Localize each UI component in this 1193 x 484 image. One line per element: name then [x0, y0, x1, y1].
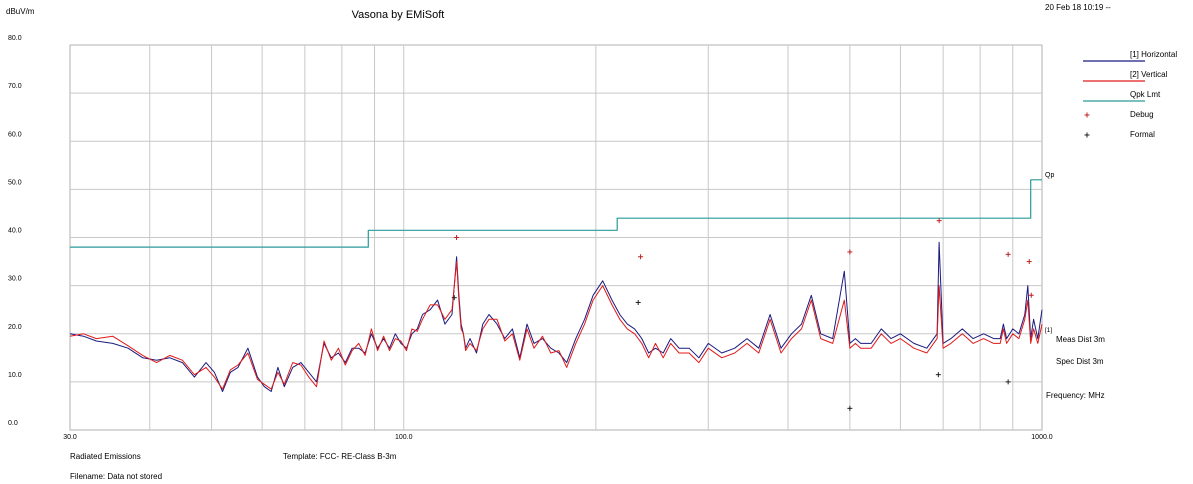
frequency-unit-label: Frequency: MHz: [1046, 391, 1105, 400]
x-tick-label: 100.0: [395, 434, 413, 441]
chart-grid: [69, 44, 1043, 431]
test-name: Radiated Emissions: [70, 452, 141, 461]
debug-marker: [1005, 251, 1011, 257]
y-tick-label: 70.0: [8, 83, 22, 90]
x-tick-label: 30.0: [63, 434, 77, 441]
legend-label: [1] Horizontal: [1130, 50, 1177, 59]
marker-tag: [1]: [1045, 327, 1052, 334]
x-axis-ticks: 30.0 100.0 1000.0: [63, 434, 1053, 441]
meas-dist-label: Meas Dist 3m: [1056, 335, 1105, 344]
y-tick-label: 10.0: [8, 372, 22, 379]
debug-marker: [847, 249, 853, 255]
debug-marker: [454, 235, 460, 240]
y-tick-label: 80.0: [8, 35, 22, 42]
template-label: Template: FCC- RE-Class B-3m: [283, 452, 397, 461]
formal-marker: [847, 405, 853, 411]
y-tick-label: 50.0: [8, 179, 22, 186]
legend-item: [1] Horizontal: [1083, 50, 1177, 62]
series-1-horizontal: [69, 241, 1043, 392]
y-tick-label: 20.0: [8, 324, 22, 331]
y-tick-label: 0.0: [8, 420, 18, 427]
y-axis-unit: dBuV/m: [6, 7, 35, 16]
y-axis-ticks: 0.0 10.0 20.0 30.0 40.0 50.0 60.0 70.0 80.0: [8, 35, 22, 427]
legend-item: Debug: [1084, 110, 1154, 119]
legend-label: Formal: [1130, 130, 1155, 139]
formal-marker: [1005, 379, 1011, 385]
debug-marker: [638, 254, 644, 260]
legend-label: Qpk Lmt: [1130, 90, 1161, 99]
y-tick-label: 30.0: [8, 276, 22, 283]
chart-legend: [1] Horizontal [2] Vertical Qpk Lmt Debug Fo…: [1083, 50, 1177, 139]
legend-label: [2] Vertical: [1130, 70, 1168, 79]
limit-tag: Qp: [1045, 172, 1054, 179]
legend-item: [2] Vertical: [1083, 70, 1168, 82]
debug-marker: [1026, 259, 1032, 265]
chart-series: [69, 179, 1043, 392]
chart-title: Vasona by EMiSoft: [352, 9, 445, 21]
y-tick-label: 60.0: [8, 131, 22, 138]
legend-item: Formal: [1084, 130, 1155, 139]
formal-marker: [635, 299, 641, 305]
series-2-vertical: [69, 261, 1043, 390]
legend-item: Qpk Lmt: [1083, 90, 1161, 102]
debug-marker: [1028, 292, 1034, 298]
x-tick-label: 1000.0: [1031, 434, 1053, 441]
timestamp: 20 Feb 18 10:19 --: [1045, 3, 1111, 12]
filename-label: Filename: Data not stored: [70, 472, 163, 481]
y-tick-label: 40.0: [8, 228, 22, 235]
formal-marker: [935, 372, 941, 378]
series-qpk-lmt: [70, 179, 1042, 248]
formal-marker: [451, 295, 457, 301]
chart-markers: [451, 218, 1034, 411]
legend-label: Debug: [1130, 110, 1154, 119]
debug-marker: [936, 218, 942, 224]
spec-dist-label: Spec Dist 3m: [1056, 357, 1104, 366]
